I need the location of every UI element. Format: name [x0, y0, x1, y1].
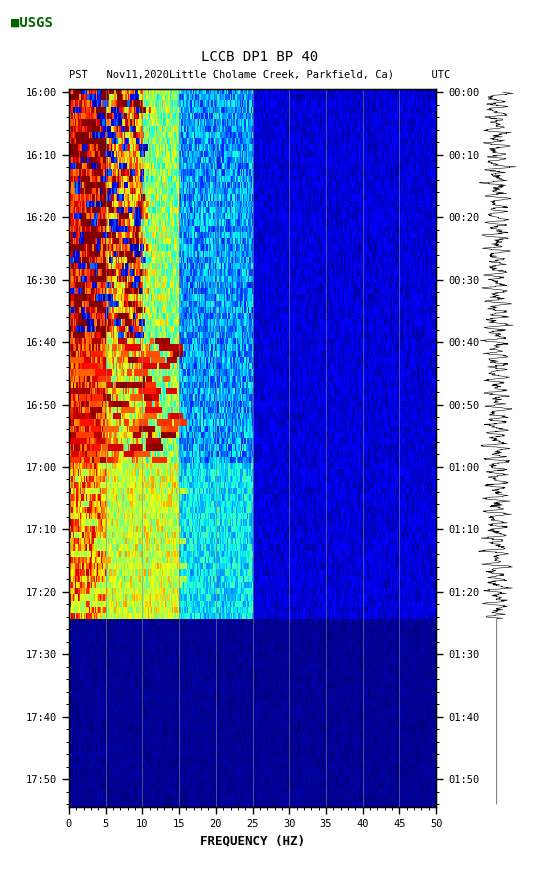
Text: PST   Nov11,2020Little Cholame Creek, Parkfield, Ca)      UTC: PST Nov11,2020Little Cholame Creek, Park…: [69, 70, 450, 80]
Text: ■USGS: ■USGS: [11, 16, 53, 30]
Text: LCCB DP1 BP 40: LCCB DP1 BP 40: [201, 50, 318, 64]
X-axis label: FREQUENCY (HZ): FREQUENCY (HZ): [200, 835, 305, 847]
